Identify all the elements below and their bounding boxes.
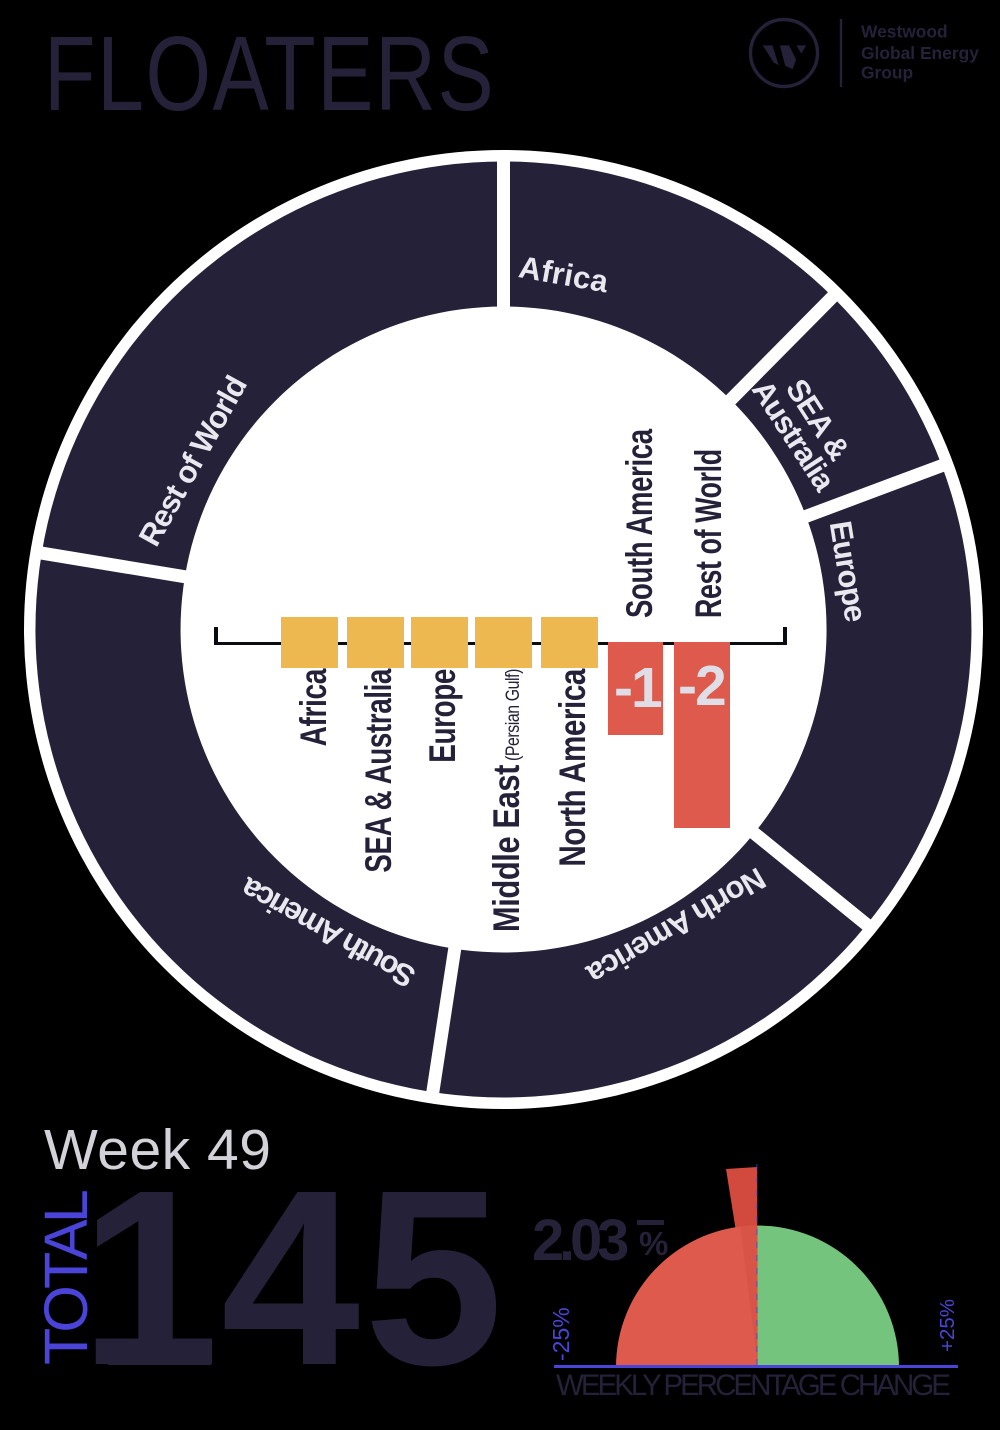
svg-text:Global Energy: Global Energy <box>861 43 979 63</box>
svg-text:Westwood: Westwood <box>861 22 948 42</box>
svg-text:Group: Group <box>861 63 913 83</box>
